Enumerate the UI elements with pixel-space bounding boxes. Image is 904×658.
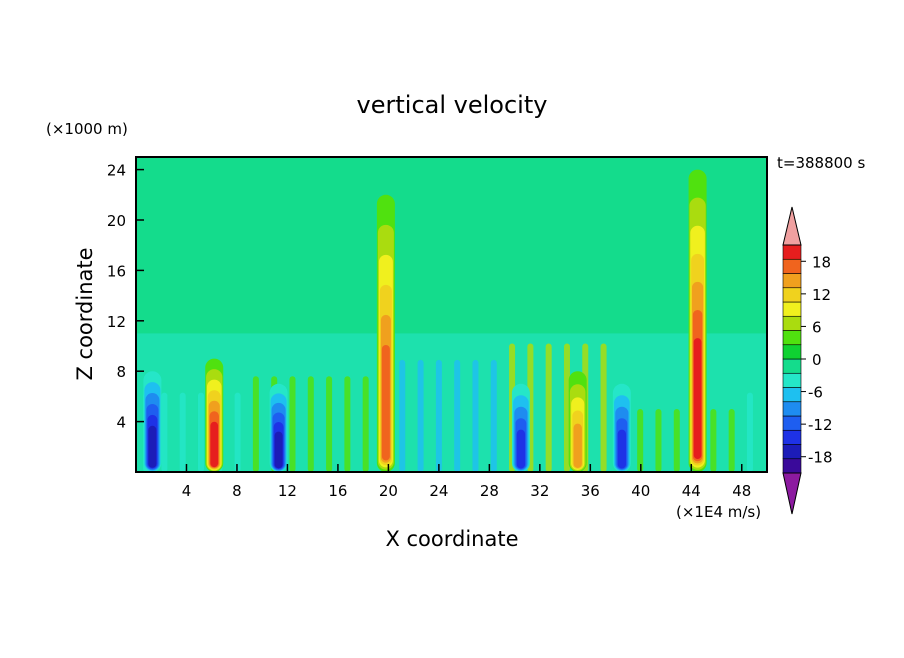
colorbar-segment [782, 301, 802, 317]
downdraft-core [617, 429, 627, 469]
field-column [161, 392, 168, 472]
updraft-core [573, 423, 582, 468]
field-column [490, 359, 497, 472]
colorbar-segment [782, 273, 802, 289]
y-tick-label: 4 [116, 414, 126, 432]
x-tick-label: 16 [328, 482, 347, 500]
x-tick-label: 28 [480, 482, 499, 500]
field-column [399, 359, 406, 472]
field-column [563, 343, 570, 472]
updraft-core [210, 421, 219, 468]
field-column [326, 376, 333, 472]
x-tick-label: 24 [429, 482, 448, 500]
y-unit-label: (×1000 m) [46, 120, 128, 138]
field-column [600, 343, 607, 472]
colorbar-under-arrow [782, 472, 802, 515]
colorbar-segment [782, 387, 802, 403]
colorbar-segment [782, 287, 802, 303]
colorbar-segment [782, 372, 802, 388]
updraft-core [381, 344, 390, 461]
y-tick-label: 8 [116, 363, 126, 381]
colorbar-segment [782, 258, 802, 274]
colorbar-tick-label: -12 [808, 416, 833, 434]
field-column [234, 392, 241, 472]
field-column [289, 376, 296, 472]
chart-title: vertical velocity [357, 91, 548, 119]
field-column [435, 359, 442, 472]
y-tick-label: 24 [107, 162, 126, 180]
colorbar-segment [782, 458, 802, 474]
field-column [728, 409, 735, 472]
x-tick-label: 44 [682, 482, 701, 500]
downdraft-core [148, 425, 157, 468]
heatmap-field [136, 157, 767, 472]
time-label: t=388800 s [777, 154, 865, 172]
field-column [307, 376, 314, 472]
plot-frame [135, 156, 768, 473]
heatmap-features [143, 169, 753, 473]
colorbar-tick-label: 0 [812, 351, 822, 369]
x-unit-label: (×1E4 m/s) [676, 503, 761, 521]
x-tick-label: 12 [278, 482, 297, 500]
x-tick-label: 4 [182, 482, 192, 500]
x-tick-label: 36 [581, 482, 600, 500]
downdraft-core [516, 429, 526, 469]
y-axis-label: Z coordinate [73, 247, 97, 380]
y-tick-label: 12 [107, 313, 126, 331]
field-column [746, 392, 753, 472]
colorbar-tick-label: -6 [808, 384, 823, 402]
x-tick-label: 8 [232, 482, 242, 500]
x-axis-label: X coordinate [385, 527, 518, 551]
colorbar-segment [782, 429, 802, 445]
colorbar-segment [782, 401, 802, 417]
field-column [417, 359, 424, 472]
colorbar-segment [782, 330, 802, 346]
field-column [637, 409, 644, 472]
field-column [655, 409, 662, 472]
field-column [362, 376, 369, 472]
colorbar-tick-label: -18 [808, 449, 833, 467]
updraft-core [693, 338, 702, 460]
colorbar-tick-label: 6 [812, 318, 822, 336]
field-column [197, 392, 204, 472]
field-lower-band [136, 333, 767, 472]
colorbar-tick-label: 18 [812, 253, 831, 271]
field-column [252, 376, 259, 472]
x-tick-label: 20 [379, 482, 398, 500]
x-tick-label: 48 [732, 482, 751, 500]
y-tick-label: 20 [107, 212, 126, 230]
field-column [344, 376, 351, 472]
x-tick-label: 40 [631, 482, 650, 500]
field-column [472, 359, 479, 472]
colorbar-segment [782, 415, 802, 431]
colorbar-segment [782, 358, 802, 374]
colorbar-segment [782, 315, 802, 331]
colorbar-segment [782, 344, 802, 360]
field-column [545, 343, 552, 472]
colorbar: 18 12 6 0 -6 -12 -18 [782, 206, 833, 515]
colorbar-segment [782, 244, 802, 260]
colorbar-tick-label: 12 [812, 286, 831, 304]
x-ticks: 4 8 12 16 20 24 28 32 36 40 44 48 [182, 464, 751, 500]
y-tick-label: 16 [107, 262, 126, 280]
downdraft-core [274, 431, 283, 469]
field-column [454, 359, 461, 472]
y-ticks: 4 8 12 16 20 24 [107, 162, 144, 432]
colorbar-over-arrow [782, 206, 802, 246]
field-column [179, 392, 186, 472]
colorbar-segment [782, 444, 802, 460]
x-tick-label: 32 [530, 482, 549, 500]
field-column [673, 409, 680, 472]
field-column [710, 409, 717, 472]
